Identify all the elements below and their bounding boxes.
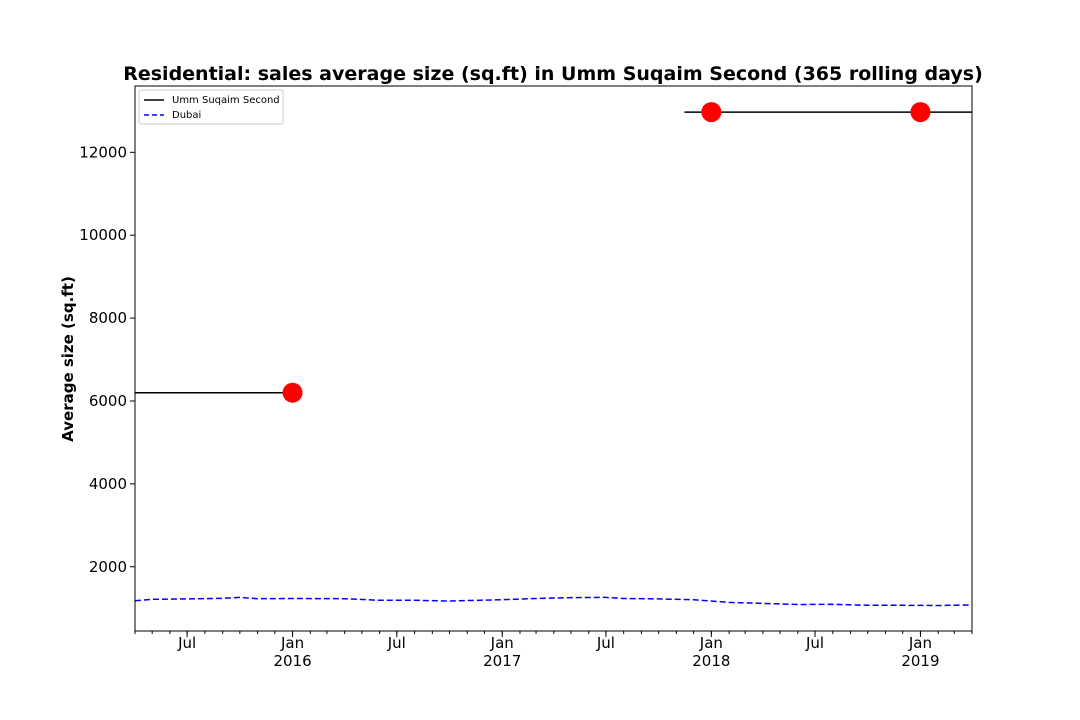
x-tick-label: Jul (177, 634, 196, 652)
x-tick-label: Jan (699, 634, 723, 652)
y-tick-label: 12000 (79, 143, 127, 161)
x-tick-label: Jan (908, 634, 932, 652)
data-point-marker (910, 102, 931, 123)
legend-label-dubai: Dubai (172, 110, 201, 121)
y-tick-label: 2000 (89, 558, 127, 576)
x-tick-label: Jul (387, 634, 406, 652)
series-line-dubai (134, 596, 973, 607)
y-axis-label: Average size (sq.ft) (59, 276, 77, 442)
x-tick-year-label: 2016 (273, 652, 311, 670)
plot-frame (134, 85, 973, 632)
y-axis: 2000 4000 6000 8000 10000 12000 (79, 143, 135, 576)
x-tick-year-label: 2018 (692, 652, 730, 670)
y-tick-label: 8000 (89, 309, 127, 327)
data-point-marker (701, 102, 722, 123)
x-tick-label: Jul (805, 634, 824, 652)
legend-box (138, 89, 284, 125)
series-layer (134, 111, 973, 607)
x-tick-year-label: 2019 (901, 652, 939, 670)
x-tick-label: Jan (280, 634, 304, 652)
x-tick-label: Jan (490, 634, 514, 652)
chart-title: Residential: sales average size (sq.ft) … (123, 63, 983, 85)
marker-layer (282, 102, 931, 403)
legend-label-umm-suqaim-second: Umm Suqaim Second (172, 95, 280, 106)
y-tick-label: 10000 (79, 226, 127, 244)
x-tick-year-label: 2017 (483, 652, 521, 670)
data-point-marker (282, 382, 303, 403)
y-tick-label: 4000 (89, 475, 127, 493)
y-tick-label: 6000 (89, 392, 127, 410)
legend: Umm Suqaim Second Dubai (138, 89, 284, 125)
x-tick-label: Jul (596, 634, 615, 652)
